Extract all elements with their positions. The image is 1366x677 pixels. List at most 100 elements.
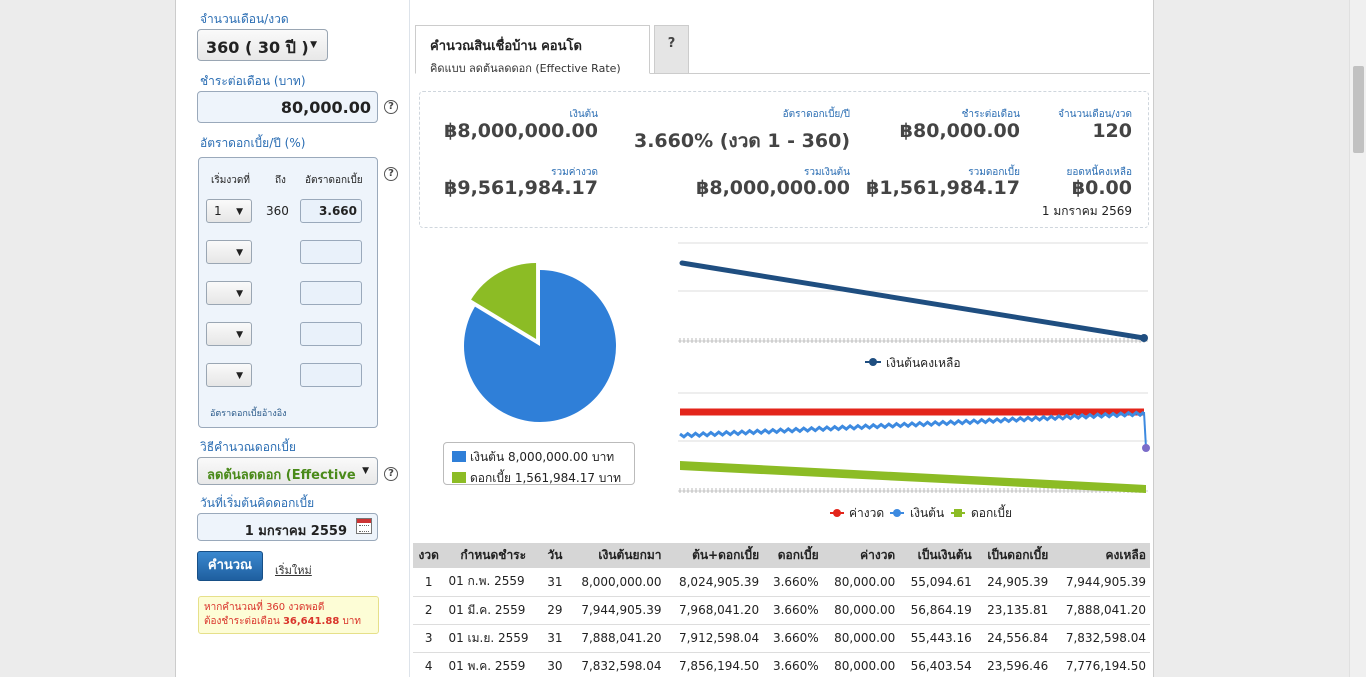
legend-principal: เงินต้น 8,000,000.00 บาท bbox=[470, 450, 615, 464]
table-cell: 01 เม.ย. 2559 bbox=[444, 624, 543, 653]
start-date-value: 1 มกราคม 2559 bbox=[244, 524, 347, 539]
term-select[interactable]: 360 ( 30 ปี ) ▼ bbox=[197, 29, 328, 61]
pie-slice-interest bbox=[471, 263, 537, 340]
table-cell: 31 bbox=[542, 568, 568, 597]
payment-legend: ค่างวด เงินต้น ดอกเบี้ย bbox=[830, 504, 1012, 520]
interest-area bbox=[680, 461, 1146, 493]
principal-line bbox=[679, 410, 1145, 439]
principal-label: เงินต้น bbox=[569, 109, 598, 120]
table-row: 4 01 พ.ค. 2559 30 7,832,598.04 7,856,194.50 3… bbox=[413, 652, 1150, 677]
table-cell: 30 bbox=[542, 652, 568, 677]
table-cell: 7,832,598.04 bbox=[567, 652, 666, 677]
table-cell: 1 bbox=[413, 568, 445, 597]
rate-summary-value: 3.660% (งวด 1 - 360) bbox=[633, 130, 850, 152]
total-interest-label: รวมดอกเบี้ย bbox=[968, 167, 1020, 178]
scrollbar-thumb[interactable] bbox=[1353, 66, 1364, 153]
page-scrollbar[interactable] bbox=[1349, 0, 1366, 677]
rate-end-value: 360 bbox=[266, 204, 289, 218]
rate-input[interactable]: 3.660 bbox=[300, 199, 362, 223]
rate-input[interactable] bbox=[300, 281, 362, 305]
table-cell: 7,856,194.50 bbox=[665, 652, 764, 677]
table-cell: 80,000.00 bbox=[822, 652, 900, 677]
chevron-down-icon: ▼ bbox=[236, 289, 243, 299]
balance-legend-label: เงินต้นคงเหลือ bbox=[886, 356, 961, 370]
pay-value: ฿80,000.00 bbox=[899, 120, 1020, 142]
table-cell: 56,403.54 bbox=[899, 652, 976, 677]
rate-start-select[interactable]: ▼ bbox=[206, 281, 252, 305]
table-cell: 29 bbox=[542, 596, 568, 625]
table-cell: 4 bbox=[413, 652, 445, 677]
rate-start-select[interactable]: ▼ bbox=[206, 363, 252, 387]
term-label: จำนวนเดือน/งวด bbox=[200, 12, 289, 26]
method-value: ลดต้นลดดอก (Effective bbox=[207, 468, 356, 483]
panel-divider bbox=[409, 0, 410, 677]
legend-swatch-principal bbox=[452, 451, 466, 462]
help-icon[interactable]: ? bbox=[384, 467, 398, 481]
table-cell: 80,000.00 bbox=[822, 624, 900, 653]
balance-legend: เงินต้นคงเหลือ bbox=[865, 356, 961, 370]
chevron-down-icon: ▼ bbox=[362, 466, 369, 476]
table-header-row: งวด กำหนดชำระ วัน เงินต้นยกมา ต้น+ดอกเบี… bbox=[413, 543, 1150, 568]
svg-text:ดอกเบี้ย: ดอกเบี้ย bbox=[971, 504, 1012, 520]
rate-header-rate: อัตราดอกเบี้ย bbox=[305, 175, 363, 186]
calendar-icon[interactable] bbox=[356, 518, 372, 534]
rate-header-start: เริ่มงวดที่ bbox=[211, 175, 250, 186]
table-row: 2 01 มี.ค. 2559 29 7,944,905.39 7,968,041.20… bbox=[413, 596, 1150, 625]
method-select[interactable]: ลดต้นลดดอก (Effective ▼ bbox=[197, 457, 378, 485]
results-panel: คำนวณสินเชื่อบ้าน คอนโด คิดแบบ ลดต้นลดดอ… bbox=[410, 0, 1155, 677]
start-date-label: วันที่เริ่มต้นคิดดอกเบี้ย bbox=[200, 496, 315, 510]
end-date: 1 มกราคม 2569 bbox=[1041, 204, 1132, 218]
table-cell: 55,094.61 bbox=[899, 568, 976, 597]
balance-end-point bbox=[1140, 334, 1148, 342]
chevron-down-icon: ▼ bbox=[236, 371, 243, 381]
tab-help[interactable]: ? bbox=[654, 25, 689, 74]
table-cell: 7,888,041.20 bbox=[567, 624, 666, 653]
rate-input[interactable] bbox=[300, 322, 362, 346]
months-value: 120 bbox=[1092, 120, 1132, 142]
total-interest-value: ฿1,561,984.17 bbox=[866, 177, 1020, 199]
start-date-input[interactable]: 1 มกราคม 2559 bbox=[197, 513, 378, 541]
term-value: 360 ( 30 ปี ) bbox=[206, 38, 309, 57]
tab-calculator[interactable]: คำนวณสินเชื่อบ้าน คอนโด คิดแบบ ลดต้นลดดอ… bbox=[415, 25, 650, 75]
input-panel: จำนวนเดือน/งวด 360 ( 30 ปี ) ▼ ชำระต่อเด… bbox=[176, 0, 409, 677]
rate-start-select[interactable]: ▼ bbox=[206, 322, 252, 346]
table-row: 3 01 เม.ย. 2559 31 7,888,041.20 7,912,598.04… bbox=[413, 624, 1150, 653]
total-label: รวมค่างวด bbox=[551, 167, 598, 178]
rate-start-select[interactable]: 1 ▼ bbox=[206, 199, 252, 223]
rate-input[interactable] bbox=[300, 363, 362, 387]
table-cell: 55,443.16 bbox=[899, 624, 976, 653]
help-icon[interactable]: ? bbox=[384, 167, 398, 181]
method-label: วิธีคำนวณดอกเบี้ย bbox=[200, 440, 296, 454]
summary-box: เงินต้น ฿8,000,000.00 อัตราดอกเบี้ย/ปี 3… bbox=[419, 91, 1149, 228]
note-line2: ต้องชำระต่อเดือน 36,641.88 บาท bbox=[204, 616, 362, 627]
ref-rate-link[interactable]: อัตราดอกเบี้ยอ้างอิง bbox=[210, 409, 287, 419]
balance-chart: เงินต้นคงเหลือ bbox=[678, 242, 1148, 370]
chevron-down-icon: ▼ bbox=[310, 40, 317, 50]
pay-label: ชำระต่อเดือน bbox=[961, 109, 1020, 120]
table-cell: 8,024,905.39 bbox=[665, 568, 764, 597]
table-cell: 23,135.81 bbox=[975, 596, 1053, 625]
table-cell: 7,888,041.20 bbox=[1052, 596, 1150, 625]
help-icon[interactable]: ? bbox=[384, 100, 398, 114]
table-cell: 3 bbox=[413, 624, 445, 653]
rate-input[interactable] bbox=[300, 240, 362, 264]
balance-value: ฿0.00 bbox=[1071, 177, 1132, 199]
monthly-payment-input[interactable]: 80,000.00 bbox=[197, 91, 378, 123]
chevron-down-icon: ▼ bbox=[236, 248, 243, 258]
rate-group: เริ่มงวดที่ ถึง อัตราดอกเบี้ย 1 ▼ 360 3.… bbox=[198, 157, 378, 428]
table-cell: 7,968,041.20 bbox=[665, 596, 764, 625]
table-cell: 80,000.00 bbox=[822, 568, 900, 597]
note-box: หากคำนวณที่ 360 งวดพอดี ต้องชำระต่อเดือน… bbox=[198, 596, 379, 634]
pie-legend: เงินต้น 8,000,000.00 บาท ดอกเบี้ย 1,561,… bbox=[443, 442, 635, 485]
table-cell: 3.660% bbox=[763, 596, 823, 625]
balance-line bbox=[679, 260, 1147, 341]
calculate-button[interactable]: คำนวณ bbox=[197, 551, 263, 581]
table-cell: 8,000,000.00 bbox=[567, 568, 666, 597]
reset-link[interactable]: เริ่มใหม่ bbox=[275, 564, 312, 577]
total-principal-value: ฿8,000,000.00 bbox=[696, 177, 850, 199]
table-row: 1 01 ก.พ. 2559 31 8,000,000.00 8,024,905.39 3… bbox=[413, 568, 1150, 597]
table-cell: 01 มี.ค. 2559 bbox=[444, 596, 543, 625]
monthly-label: ชำระต่อเดือน (บาท) bbox=[200, 74, 306, 88]
rate-start-select[interactable]: ▼ bbox=[206, 240, 252, 264]
svg-text:ค่างวด: ค่างวด bbox=[849, 506, 884, 520]
